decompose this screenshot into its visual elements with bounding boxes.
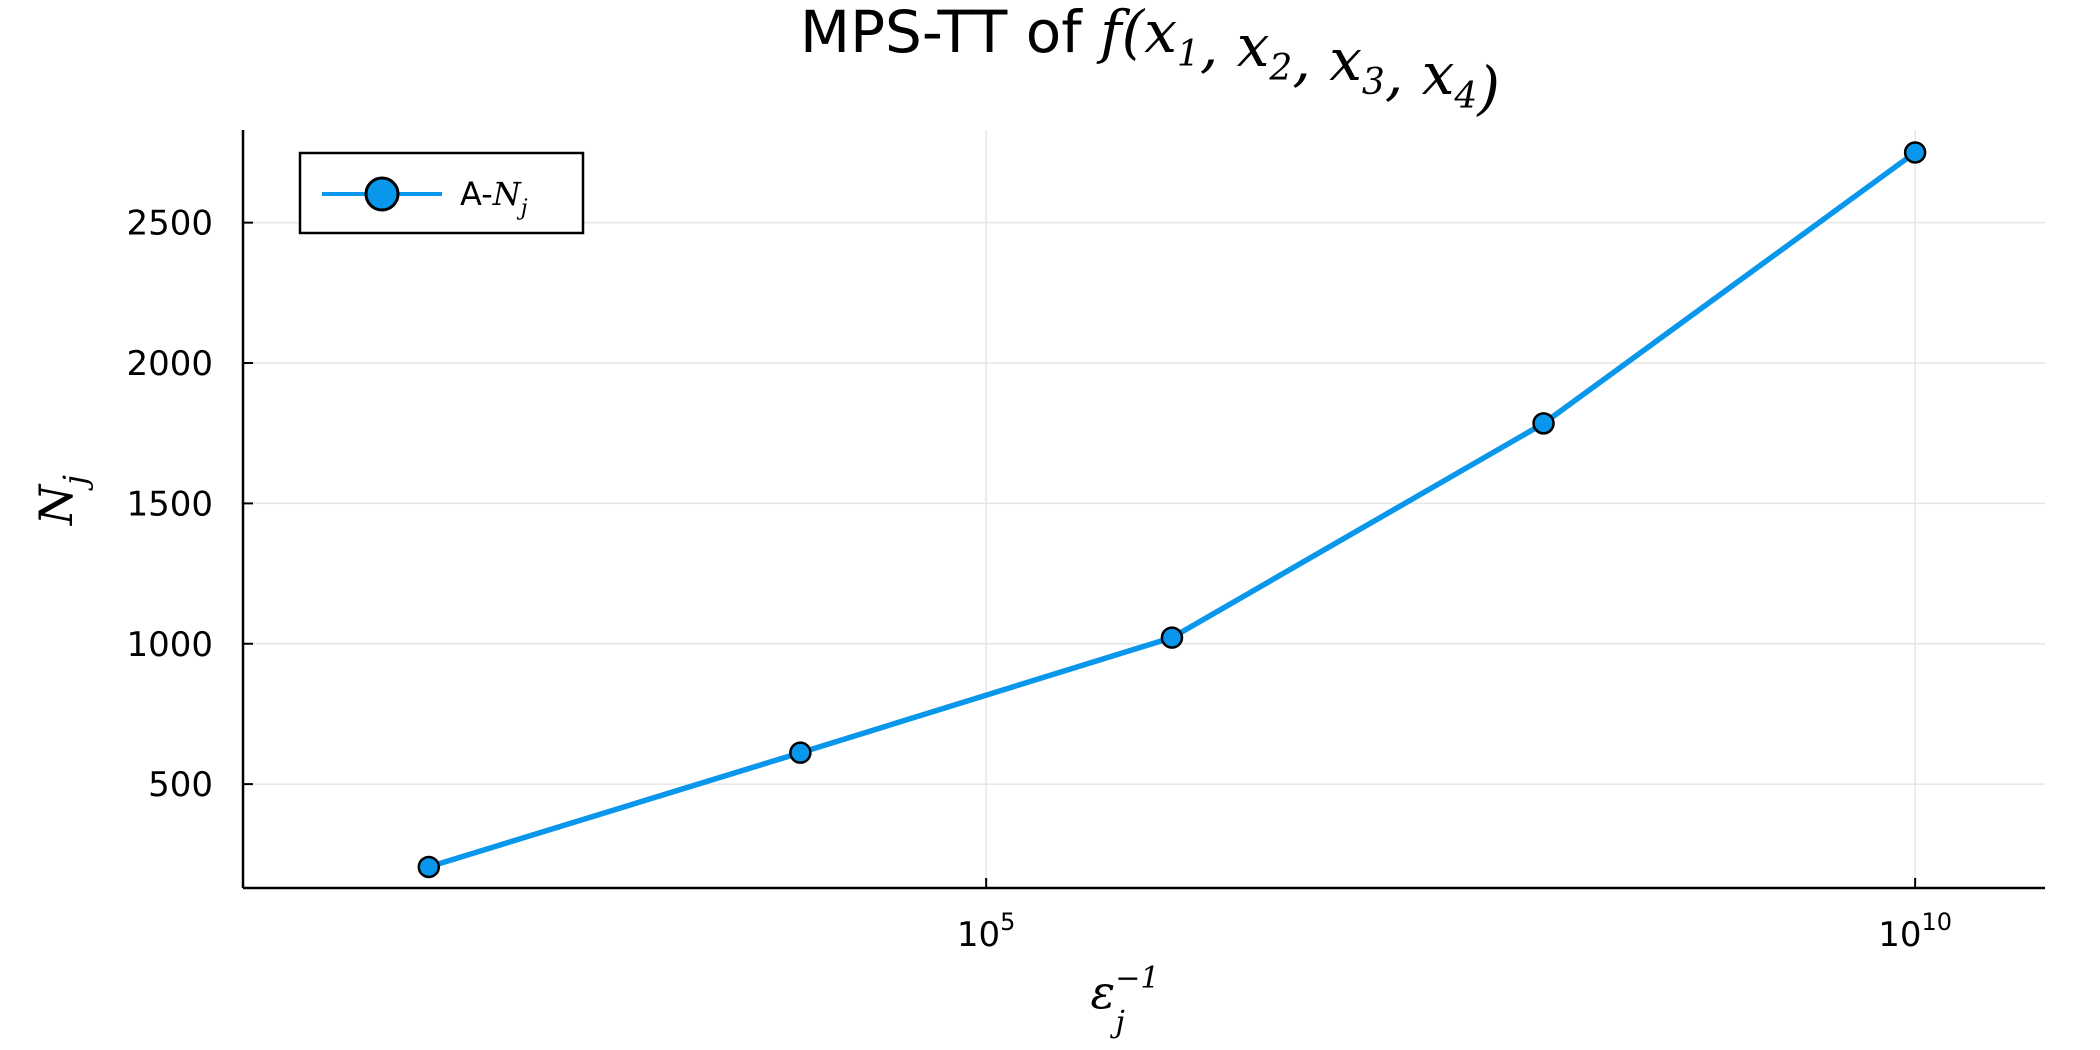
series — [417, 141, 1927, 879]
grid-lines — [243, 130, 2045, 888]
legend: A-Nj — [298, 151, 585, 235]
data-point — [789, 741, 812, 764]
y-axis-label: Nj — [29, 475, 94, 526]
data-point — [417, 855, 441, 879]
legend-label: A-Nj — [460, 175, 528, 221]
x-tick-label: 105 — [957, 908, 1016, 955]
y-tick-label: 500 — [148, 765, 213, 805]
y-tick-label: 1500 — [126, 484, 213, 524]
axes — [241, 130, 2045, 890]
x-tick-label: 1010 — [1878, 908, 1952, 955]
legend-marker — [364, 176, 400, 212]
data-point — [1160, 626, 1184, 649]
tick-labels: 500 1000 1500 2000 2500 105 1010 — [126, 204, 1952, 955]
chart-title: MPS-TT of f(x1, x2, x3, x4) — [800, 0, 1500, 122]
data-point — [1903, 141, 1927, 164]
y-tick-label: 1000 — [126, 625, 213, 665]
y-tick-label: 2000 — [126, 344, 213, 384]
series-line — [427, 150, 1917, 870]
y-tick-label: 2500 — [126, 204, 213, 244]
data-point — [1532, 412, 1555, 435]
x-axis-label: ε−1 j — [1091, 961, 1160, 1040]
